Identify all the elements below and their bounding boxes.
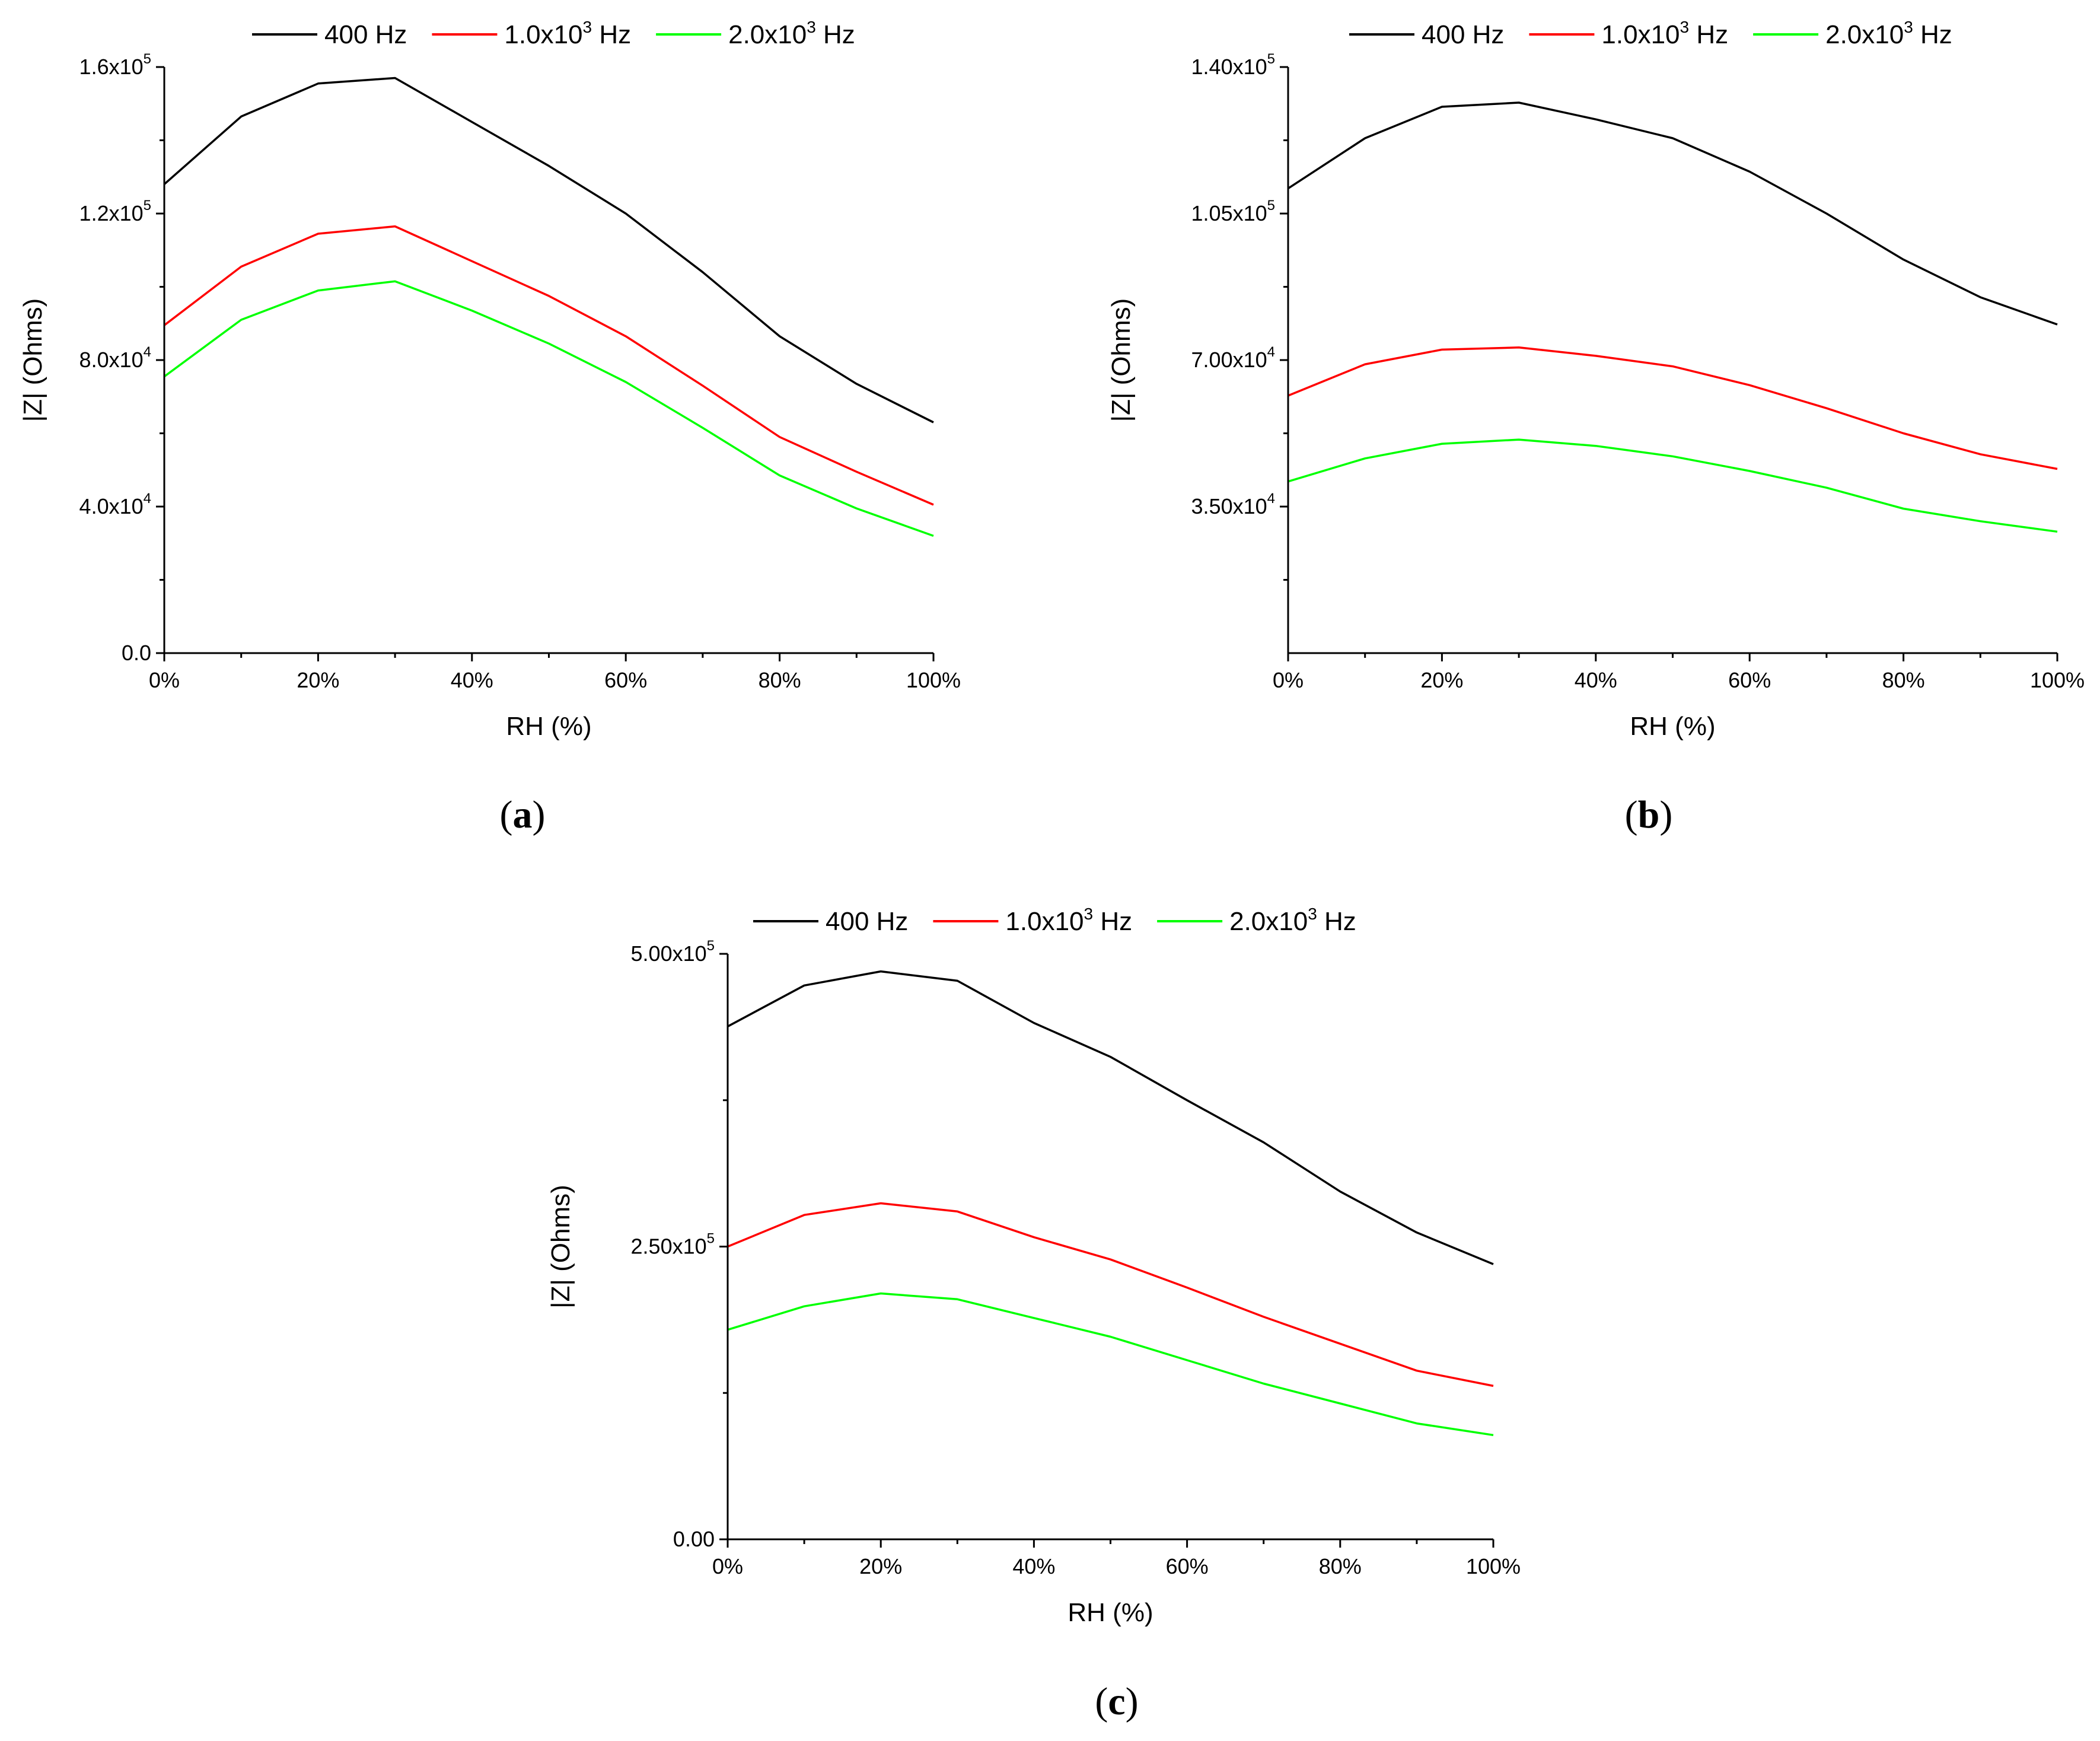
x-tick-label: 20%	[297, 668, 339, 692]
x-tick-label: 0%	[712, 1554, 743, 1578]
axes: 0% 20% 40% 60% 80% 100% 0.00 2.50x105 5.00x105	[631, 938, 1521, 1578]
x-axis-title: RH (%)	[1630, 712, 1715, 741]
y-tick-label: 8.0x104	[79, 344, 151, 372]
axes: 0% 20% 40% 60% 80% 100% 0.0 4.0x104 8.0x104 1.2x1…	[79, 51, 961, 692]
series-line-3	[163, 280, 934, 537]
axes: 0% 20% 40% 60% 80% 100% 3.50x104 7.00x104 1.05x1…	[1191, 51, 2085, 692]
y-tick-label: 3.50x104	[1191, 491, 1275, 518]
series-layer	[727, 970, 1494, 1437]
x-tick-label: 60%	[1166, 1554, 1209, 1578]
panel-label-b: (b)	[1625, 793, 1673, 836]
x-tick-label: 40%	[1012, 1554, 1055, 1578]
series-layer	[163, 77, 934, 537]
x-tick-label: 100%	[906, 668, 961, 692]
x-tick-label: 0%	[1273, 668, 1304, 692]
chart-panel-b: 400 Hz 1.0x103 Hz 2.0x103 Hz 0% 20% 40% 60% 80…	[1107, 18, 2085, 836]
y-tick-label: 1.05x105	[1191, 198, 1275, 225]
y-axis-title: |Z| (Ohms)	[1107, 298, 1136, 422]
legend: 400 Hz 1.0x103 Hz 2.0x103 Hz	[753, 905, 1356, 936]
y-tick-label: 7.00x104	[1191, 344, 1275, 372]
panel-label-open: (	[1095, 1680, 1108, 1723]
x-tick-label: 40%	[1575, 668, 1617, 692]
panel-label-close: )	[1659, 793, 1672, 836]
series-line-1	[1288, 101, 2058, 326]
y-axis-title: |Z| (Ohms)	[546, 1185, 575, 1309]
series-line-2	[727, 1202, 1494, 1387]
series-line-1	[727, 970, 1494, 1265]
series-line-1	[163, 77, 934, 424]
y-axis-title: |Z| (Ohms)	[18, 298, 47, 422]
x-tick-label: 0%	[149, 668, 180, 692]
legend-label: 400 Hz	[324, 20, 407, 49]
x-tick-label: 40%	[451, 668, 493, 692]
panel-label-letter: a	[513, 793, 533, 836]
legend-label: 400 Hz	[1422, 20, 1504, 49]
legend-label: 1.0x103 Hz	[1601, 18, 1728, 49]
legend-label: 2.0x103 Hz	[1229, 905, 1356, 936]
panel-label-c: (c)	[1095, 1680, 1138, 1723]
panel-label-close: )	[533, 793, 546, 836]
chart-panel-a: 400 Hz 1.0x103 Hz 2.0x103 Hz 0% 20% 40% 60% 80…	[18, 18, 961, 836]
legend-label: 2.0x103 Hz	[1825, 18, 1952, 49]
y-tick-label: 4.0x104	[79, 491, 151, 518]
x-tick-label: 80%	[759, 668, 801, 692]
y-tick-label: 1.2x105	[79, 198, 151, 225]
legend-label: 1.0x103 Hz	[1005, 905, 1132, 936]
x-axis-title: RH (%)	[506, 712, 591, 741]
x-tick-label: 100%	[2030, 668, 2085, 692]
series-line-3	[727, 1292, 1494, 1437]
y-tick-label: 0.00	[673, 1527, 715, 1551]
x-tick-label: 20%	[1420, 668, 1463, 692]
chart-panel-c: 400 Hz 1.0x103 Hz 2.0x103 Hz 0% 20% 40% 60% 80…	[546, 905, 1521, 1723]
panel-label-a: (a)	[500, 793, 546, 836]
legend: 400 Hz 1.0x103 Hz 2.0x103 Hz	[252, 18, 855, 49]
x-tick-label: 60%	[1728, 668, 1771, 692]
y-tick-label: 0.0	[122, 641, 151, 665]
series-layer	[1288, 101, 2058, 533]
series-line-3	[1288, 438, 2058, 533]
panel-label-close: )	[1126, 1680, 1139, 1723]
y-tick-label: 2.50x105	[631, 1231, 715, 1259]
x-tick-label: 20%	[859, 1554, 902, 1578]
panel-label-letter: b	[1638, 793, 1660, 836]
x-tick-label: 60%	[604, 668, 647, 692]
y-tick-label: 1.6x105	[79, 51, 151, 79]
y-tick-label: 1.40x105	[1191, 51, 1275, 79]
x-tick-label: 80%	[1882, 668, 1925, 692]
legend: 400 Hz 1.0x103 Hz 2.0x103 Hz	[1349, 18, 1952, 49]
legend-label: 400 Hz	[826, 907, 908, 936]
panel-label-letter: c	[1108, 1680, 1125, 1723]
x-tick-label: 80%	[1319, 1554, 1362, 1578]
legend-label: 1.0x103 Hz	[504, 18, 631, 49]
series-line-2	[163, 225, 934, 506]
legend-label: 2.0x103 Hz	[728, 18, 855, 49]
series-line-2	[1288, 346, 2058, 470]
x-axis-title: RH (%)	[1067, 1598, 1153, 1627]
panel-label-open: (	[1625, 793, 1638, 836]
x-tick-label: 100%	[1466, 1554, 1521, 1578]
panel-label-open: (	[500, 793, 513, 836]
y-tick-label: 5.00x105	[631, 938, 715, 966]
